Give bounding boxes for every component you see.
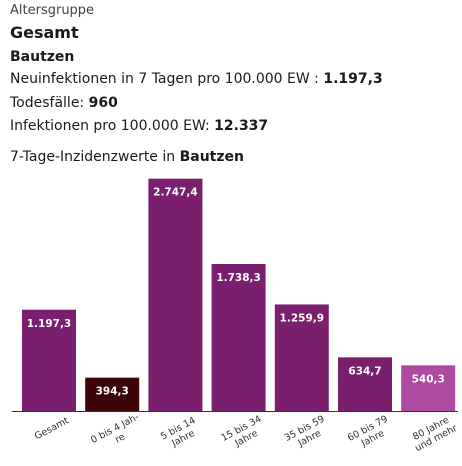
category-label-1: 0 bis 4 Jah-re [89,412,146,456]
region-name: Bautzen [10,49,75,65]
bar-value-label-4: 1.259,9 [280,312,325,324]
bar-value-label-3: 1.738,3 [216,272,261,284]
bar-chart: 1.197,3 Gesamt 394,3 0 bis 4 Jah-re 2.747,4 5… [12,178,459,456]
category-label-3: 15 bis 34Jahre [219,414,268,454]
age-group-label: Altersgruppe [10,3,95,18]
category-label-4: 35 bis 59Jahre [283,414,332,454]
deaths-line: Todesfälle: 960 [10,95,118,111]
deaths-label: Todesfälle: [10,95,85,111]
bar-5[interactable] [338,357,392,411]
bar-3[interactable] [211,264,266,411]
bar-value-label-5: 634,7 [348,365,381,377]
deaths-value: 960 [88,95,118,111]
infections-line: Infektionen pro 100.000 EW: 12.337 [10,118,268,134]
bar-1[interactable] [85,377,140,411]
infections-value: 12.337 [214,118,269,134]
chart-title-prefix: 7-Tage-Inzidenzwerte in [10,149,176,165]
category-label-2: 5 bis 14Jahre [159,415,203,452]
infections-label: Infektionen pro 100.000 EW: [10,118,210,134]
chart-title-region: Bautzen [179,149,244,165]
category-label-5: 60 bis 79Jahre [346,414,395,454]
age-group-value: Gesamt [10,23,79,42]
bar-6[interactable] [401,365,456,411]
incidence-label: Neuinfektionen in 7 Tagen pro 100.000 EW… [10,71,319,87]
bar-value-label-0: 1.197,3 [27,318,72,330]
category-label-0: Gesamt [33,415,71,442]
incidence-line: Neuinfektionen in 7 Tagen pro 100.000 EW… [10,71,383,87]
incidence-value: 1.197,3 [323,71,383,87]
category-label-6: 80 Jahreund mehr [408,413,459,454]
bar-value-label-2: 2.747,4 [153,187,198,199]
bar-4[interactable] [274,304,329,411]
bar-0[interactable] [22,309,76,411]
bar-value-label-6: 540,3 [412,373,445,385]
chart-title: 7-Tage-Inzidenzwerte in Bautzen [10,149,244,165]
bar-2[interactable] [148,178,203,411]
bar-value-label-1: 394,3 [96,386,129,398]
